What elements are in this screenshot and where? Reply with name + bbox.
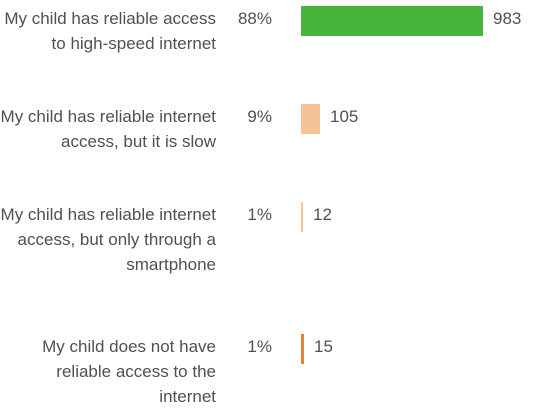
bar — [301, 202, 303, 232]
value-label: 105 — [330, 107, 359, 126]
percent-label: 9% — [247, 107, 272, 126]
bar — [301, 334, 304, 364]
category-label: My child has reliable internet access, b… — [0, 205, 216, 274]
value-label: 15 — [314, 337, 333, 356]
category-label: My child does not have reliable access t… — [42, 337, 216, 406]
percent-label: 88% — [237, 9, 272, 28]
value-label: 12 — [313, 205, 332, 224]
percent-label: 1% — [247, 337, 272, 356]
percent-label: 1% — [247, 205, 272, 224]
bar — [301, 6, 483, 36]
category-label: My child has reliable access to high-spe… — [4, 9, 216, 53]
value-label: 983 — [493, 9, 522, 28]
category-label: My child has reliable internet access, b… — [0, 107, 216, 151]
bar — [301, 104, 320, 134]
